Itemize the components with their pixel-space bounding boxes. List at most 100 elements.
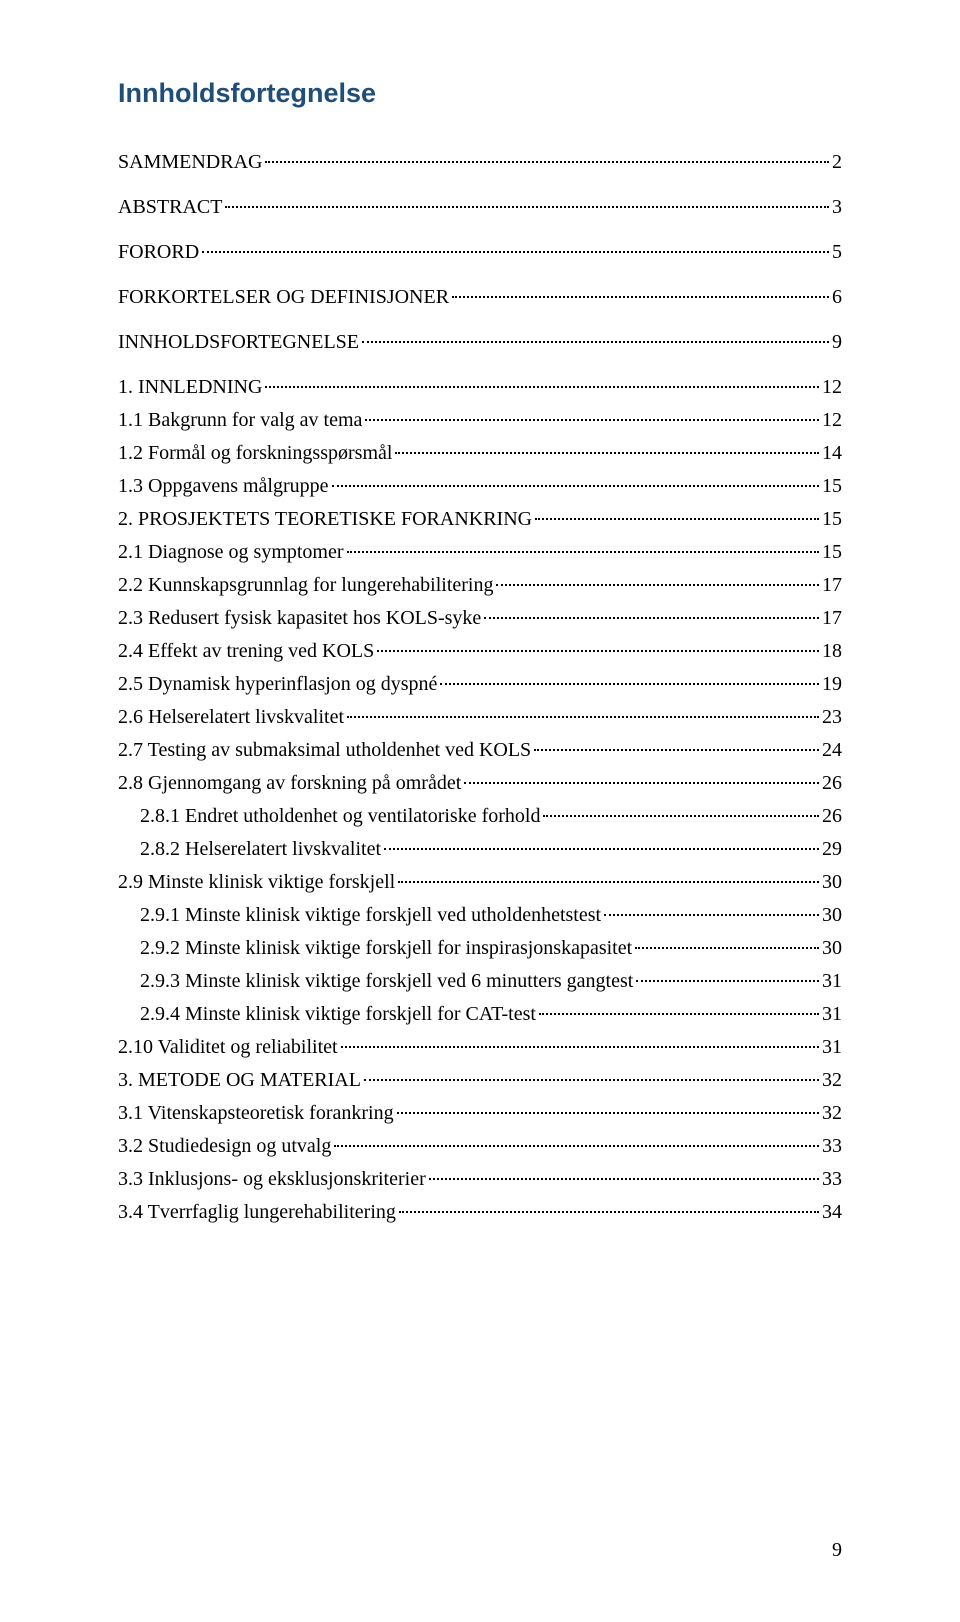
toc-page: 26: [822, 772, 842, 795]
toc-row: 3. METODE OG MATERIAL 32: [118, 1069, 842, 1092]
toc-label: 2.9.4 Minste klinisk viktige forskjell f…: [140, 1003, 536, 1026]
front-matter-page: 5: [832, 241, 842, 264]
dot-leader: [265, 161, 829, 163]
page-number: 9: [832, 1539, 842, 1562]
toc-page: 19: [822, 673, 842, 696]
front-matter-list: SAMMENDRAG 2 ABSTRACT 3 FORORD 5 FORKORT…: [118, 151, 842, 354]
toc-label: 2.8.2 Helserelatert livskvalitet: [140, 838, 381, 861]
document-page: Innholdsfortegnelse SAMMENDRAG 2 ABSTRAC…: [0, 0, 960, 1622]
front-matter-row: ABSTRACT 3: [118, 196, 842, 219]
dot-leader: [347, 551, 819, 553]
toc-label: 2.8 Gjennomgang av forskning på området: [118, 772, 461, 795]
toc-row: 3.3 Inklusjons- og eksklusjonskriterier3…: [118, 1168, 842, 1191]
toc-page: 31: [822, 970, 842, 993]
dot-leader: [225, 206, 829, 208]
dot-leader: [341, 1046, 819, 1048]
toc-list: 1. INNLEDNING 12 1.1 Bakgrunn for valg av…: [118, 376, 842, 1224]
toc-page: 30: [822, 937, 842, 960]
front-matter-page: 2: [832, 151, 842, 174]
dot-leader: [496, 584, 819, 586]
toc-label: 2.4 Effekt av trening ved KOLS: [118, 640, 374, 663]
front-matter-label: INNHOLDSFORTEGNELSE: [118, 331, 359, 354]
toc-page: 32: [822, 1069, 842, 1092]
toc-label: 1. INNLEDNING: [118, 376, 262, 399]
dot-leader: [334, 1145, 819, 1147]
dot-leader: [377, 650, 819, 652]
front-matter-label: FORORD: [118, 241, 199, 264]
dot-leader: [397, 1112, 819, 1114]
toc-label: 2.9.3 Minste klinisk viktige forskjell v…: [140, 970, 633, 993]
toc-page: 29: [822, 838, 842, 861]
toc-label: 1.2 Formål og forskningsspørsmål: [118, 442, 392, 465]
toc-label: 2.8.1 Endret utholdenhet og ventilatoris…: [140, 805, 540, 828]
toc-row: 3.2 Studiedesign og utvalg33: [118, 1135, 842, 1158]
toc-page: 31: [822, 1003, 842, 1026]
toc-page: 14: [822, 442, 842, 465]
front-matter-page: 6: [832, 286, 842, 309]
dot-leader: [464, 782, 819, 784]
toc-page: 23: [822, 706, 842, 729]
toc-page: 30: [822, 904, 842, 927]
dot-leader: [398, 881, 819, 883]
toc-row: 2.8.1 Endret utholdenhet og ventilatoris…: [118, 805, 842, 828]
toc-label: 2.9 Minste klinisk viktige forskjell: [118, 871, 395, 894]
dot-leader: [604, 914, 819, 916]
toc-page: 15: [822, 475, 842, 498]
toc-label: 2.9.2 Minste klinisk viktige forskjell f…: [140, 937, 632, 960]
dot-leader: [429, 1178, 819, 1180]
page-title: Innholdsfortegnelse: [118, 78, 842, 109]
front-matter-label: SAMMENDRAG: [118, 151, 262, 174]
dot-leader: [543, 815, 819, 817]
toc-row: 2. PROSJEKTETS TEORETISKE FORANKRING15: [118, 508, 842, 531]
dot-leader: [364, 1079, 819, 1081]
toc-row: 2.2 Kunnskapsgrunnlag for lungerehabilit…: [118, 574, 842, 597]
dot-leader: [399, 1211, 819, 1213]
toc-row: 1.1 Bakgrunn for valg av tema 12: [118, 409, 842, 432]
toc-page: 33: [822, 1135, 842, 1158]
toc-page: 15: [822, 508, 842, 531]
toc-page: 31: [822, 1036, 842, 1059]
dot-leader: [534, 749, 819, 751]
toc-row: 3.1 Vitenskapsteoretisk forankring 32: [118, 1102, 842, 1125]
toc-label: 1.3 Oppgavens målgruppe: [118, 475, 329, 498]
toc-label: 3. METODE OG MATERIAL: [118, 1069, 361, 1092]
toc-page: 24: [822, 739, 842, 762]
dot-leader: [535, 518, 819, 520]
toc-label: 3.1 Vitenskapsteoretisk forankring: [118, 1102, 394, 1125]
toc-row: 2.9.2 Minste klinisk viktige forskjell f…: [118, 937, 842, 960]
dot-leader: [265, 386, 819, 388]
front-matter-label: FORKORTELSER OG DEFINISJONER: [118, 286, 449, 309]
dot-leader: [440, 683, 819, 685]
dot-leader: [362, 341, 829, 343]
dot-leader: [384, 848, 819, 850]
toc-page: 34: [822, 1201, 842, 1224]
toc-label: 2.6 Helserelatert livskvalitet: [118, 706, 344, 729]
toc-row: 2.9 Minste klinisk viktige forskjell30: [118, 871, 842, 894]
toc-page: 18: [822, 640, 842, 663]
toc-row: 2.8 Gjennomgang av forskning på området 2…: [118, 772, 842, 795]
toc-label: 2.7 Testing av submaksimal utholdenhet v…: [118, 739, 531, 762]
toc-row: 2.1 Diagnose og symptomer15: [118, 541, 842, 564]
toc-row: 2.8.2 Helserelatert livskvalitet 29: [118, 838, 842, 861]
dot-leader: [539, 1013, 819, 1015]
toc-page: 15: [822, 541, 842, 564]
toc-label: 2.2 Kunnskapsgrunnlag for lungerehabilit…: [118, 574, 493, 597]
dot-leader: [636, 980, 819, 982]
front-matter-label: ABSTRACT: [118, 196, 222, 219]
toc-page: 26: [822, 805, 842, 828]
dot-leader: [395, 452, 819, 454]
toc-label: 2.3 Redusert fysisk kapasitet hos KOLS-s…: [118, 607, 481, 630]
toc-row: 2.7 Testing av submaksimal utholdenhet v…: [118, 739, 842, 762]
toc-row: 1.3 Oppgavens målgruppe 15: [118, 475, 842, 498]
front-matter-page: 9: [832, 331, 842, 354]
toc-page: 12: [822, 409, 842, 432]
dot-leader: [332, 485, 819, 487]
toc-row: 1.2 Formål og forskningsspørsmål 14: [118, 442, 842, 465]
dot-leader: [365, 419, 819, 421]
toc-row: 2.9.1 Minste klinisk viktige forskjell v…: [118, 904, 842, 927]
toc-label: 1.1 Bakgrunn for valg av tema: [118, 409, 362, 432]
toc-page: 32: [822, 1102, 842, 1125]
toc-page: 12: [822, 376, 842, 399]
toc-page: 33: [822, 1168, 842, 1191]
toc-row: 1. INNLEDNING 12: [118, 376, 842, 399]
